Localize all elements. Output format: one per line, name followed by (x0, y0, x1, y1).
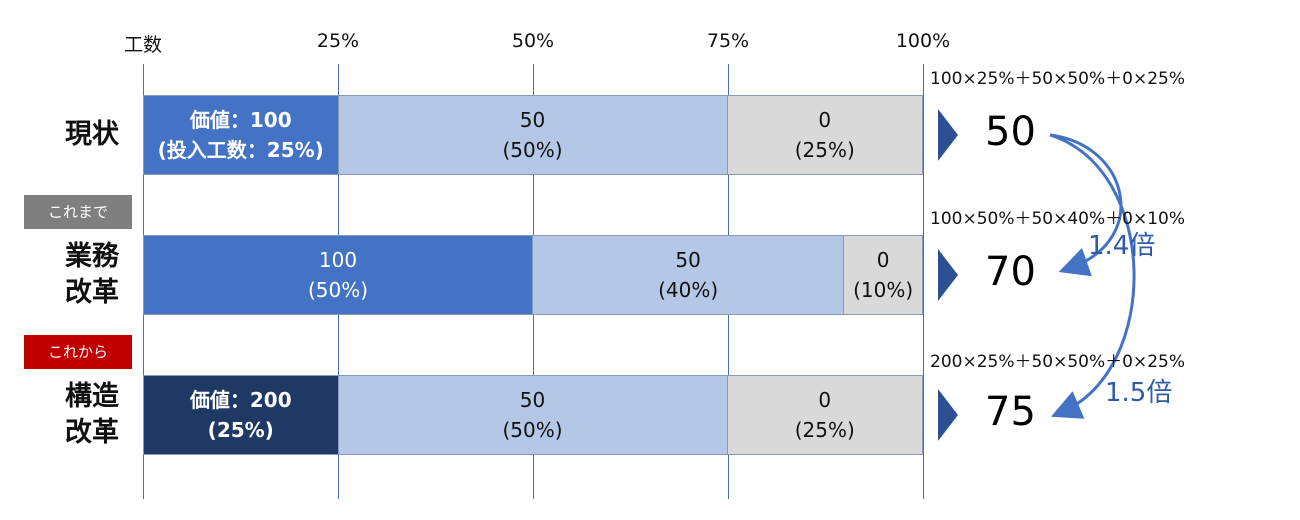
pointer-arrow-icon (938, 249, 958, 301)
status-tag: これから (24, 335, 132, 369)
segment-share-label: (10%) (853, 278, 914, 302)
arrow-curve-2 (1049, 133, 1136, 419)
segment-share-label: (25%) (794, 138, 855, 162)
status-tag: これまで (24, 195, 132, 229)
segment-value-label: 50 (675, 248, 701, 272)
arrow-curve-1 (1049, 133, 1123, 277)
result-value: 70 (985, 249, 1036, 295)
segment-value-label: 50 (519, 388, 546, 412)
segment-value-label: 50 (519, 108, 546, 132)
segment-share-label: (50%) (502, 418, 563, 442)
pointer-arrow-icon (938, 389, 958, 441)
bar-segment: 100 (50%) (144, 236, 533, 314)
bar-segment: 50 (50%) (338, 376, 728, 454)
result-value: 75 (985, 389, 1036, 435)
segment-share-label: (50%) (502, 138, 563, 162)
stacked-bar: 100 (50%) 50 (40%) 0 (10%) (143, 235, 923, 315)
segment-share-label: (50%) (307, 278, 369, 302)
row-label: 現状 (52, 117, 132, 153)
bar-segment: 0 (10%) (844, 236, 922, 314)
row-label-line: 改革 (65, 277, 119, 308)
bar-segment: 0 (25%) (727, 96, 922, 174)
row-label-line: 構造 (65, 381, 119, 412)
row-label-line: 業務 (65, 241, 119, 272)
segment-value-label: 0 (818, 388, 832, 412)
stacked-bar: 価値：200 (25%) 50 (50%) 0 (25%) (143, 375, 923, 455)
row-label: 業務 改革 (52, 239, 132, 311)
axis-tick-label: 25% (316, 30, 360, 52)
axis-tick-label: 50% (511, 30, 555, 52)
formula-text: 200×25%＋50×50%＋0×25% (930, 352, 1185, 372)
axis-tick-label: 100% (895, 30, 951, 52)
formula-text: 100×50%＋50×40%＋0×10% (930, 209, 1185, 229)
segment-value-label: 価値：200 (189, 388, 292, 412)
row-label-line: 改革 (65, 417, 119, 448)
segment-value-label: 0 (818, 108, 832, 132)
row-label-line: 現状 (65, 119, 119, 150)
ratio-label: 1.5倍 (1105, 378, 1173, 408)
gridline (923, 64, 924, 499)
segment-value-label: 価値：100 (189, 108, 292, 132)
axis-tick-label: 75% (706, 30, 750, 52)
result-value: 50 (985, 109, 1036, 155)
bar-segment: 0 (25%) (727, 376, 922, 454)
segment-share-label: (40%) (658, 278, 719, 302)
formula-text: 100×25%＋50×50%＋0×25% (930, 69, 1185, 89)
ratio-label: 1.4倍 (1088, 231, 1156, 261)
segment-share-label: (25%) (207, 418, 274, 442)
bar-segment: 50 (40%) (533, 236, 845, 314)
axis-tick-label: 工数 (123, 34, 163, 56)
bar-segment: 50 (50%) (338, 96, 728, 174)
segment-share-label: (投入工数：25%) (157, 138, 324, 162)
segment-share-label: (25%) (794, 418, 855, 442)
row-label: 構造 改革 (52, 379, 132, 451)
segment-value-label: 0 (876, 248, 890, 272)
pointer-arrow-icon (938, 109, 958, 161)
segment-value-label: 100 (318, 248, 358, 272)
bar-segment: 価値：200 (25%) (144, 376, 339, 454)
stacked-bar: 価値：100 (投入工数：25%) 50 (50%) 0 (25%) (143, 95, 923, 175)
bar-segment: 価値：100 (投入工数：25%) (144, 96, 339, 174)
